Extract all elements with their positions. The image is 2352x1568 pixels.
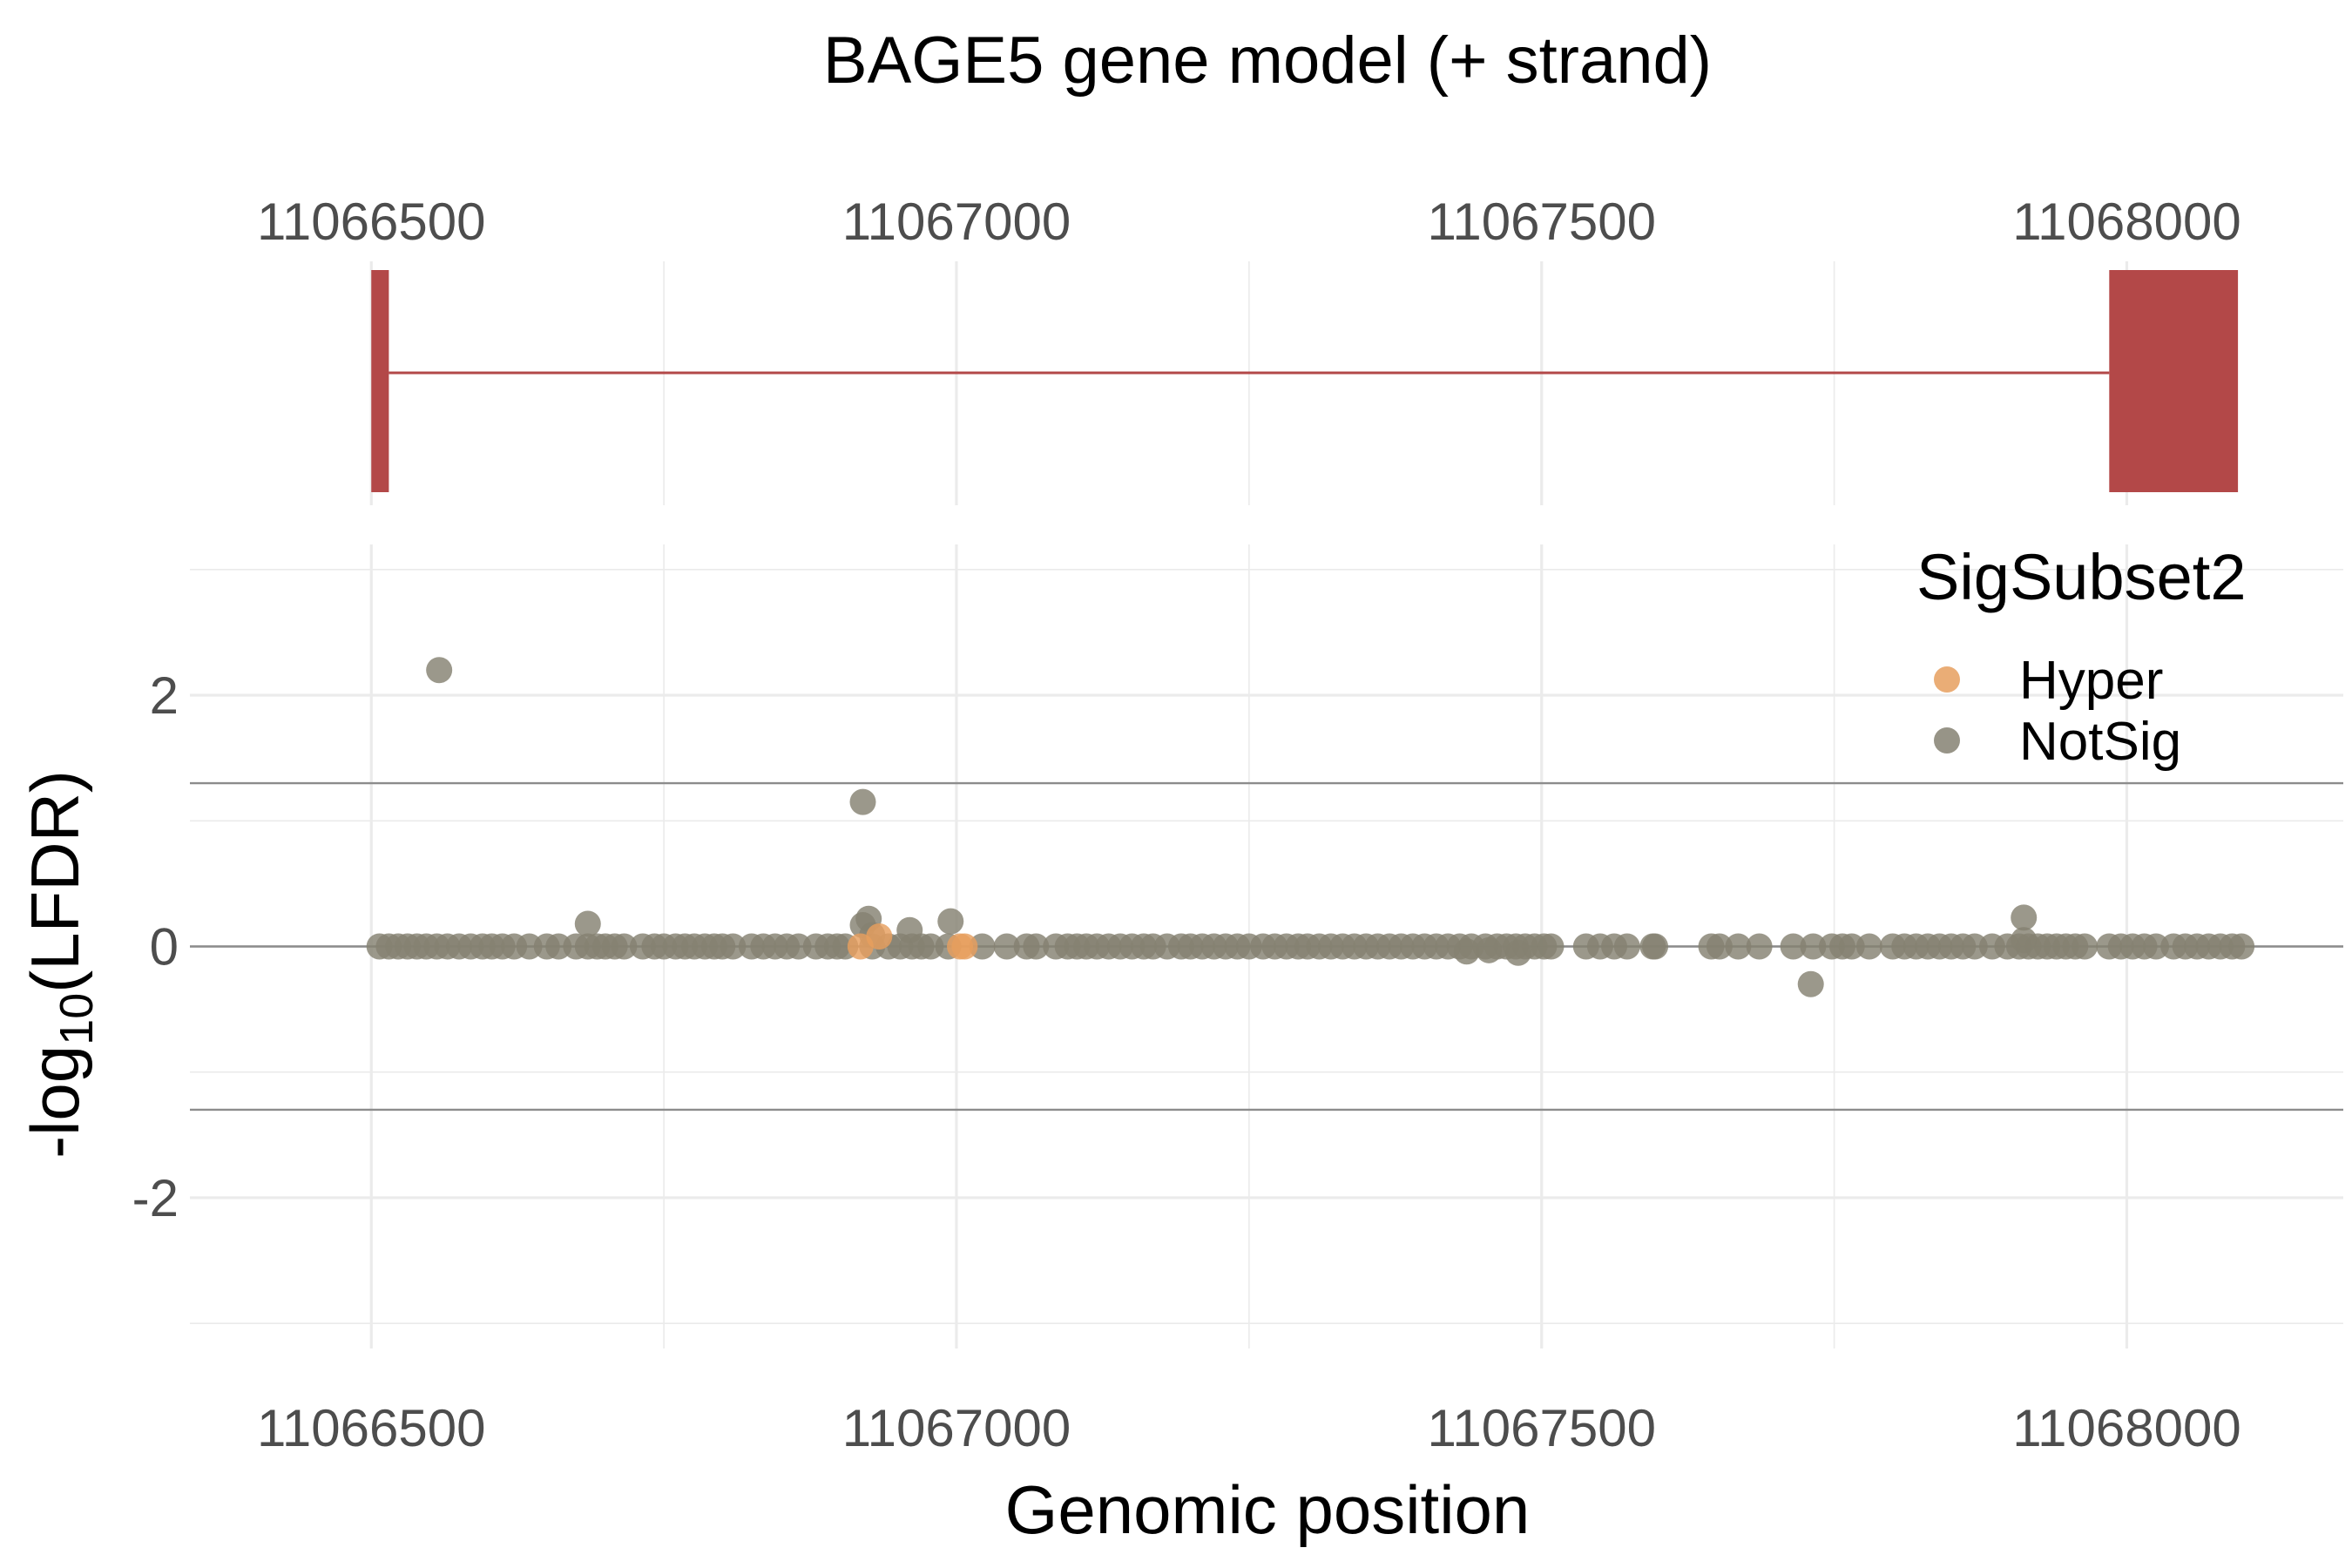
legend-label-hyper: Hyper xyxy=(2019,651,2163,711)
y-axis-title-subscript: 10 xyxy=(51,993,103,1045)
legend-key-notsig xyxy=(1934,727,1960,754)
x-tick-label: 11067000 xyxy=(842,1399,1071,1457)
data-point-notsig xyxy=(1023,933,1050,960)
data-point-notsig xyxy=(611,933,638,960)
data-point-notsig xyxy=(720,933,747,960)
data-point-notsig xyxy=(1453,938,1480,965)
scatter-panel: 2 0 -2 11066500 11067000 11067500 11068000 xyxy=(132,544,2343,1457)
data-point-notsig xyxy=(2011,927,2038,954)
data-point-notsig xyxy=(993,933,1020,960)
data-point-notsig xyxy=(1476,936,1503,963)
data-point-notsig xyxy=(2072,933,2099,960)
x-tick-label: 11066500 xyxy=(257,1399,486,1457)
y-tick-label: -2 xyxy=(132,1169,179,1227)
data-point-notsig xyxy=(2011,904,2038,931)
y-axis-title: -log10(LFDR) xyxy=(17,770,103,1159)
x-tick-label-top: 11067000 xyxy=(842,193,1071,251)
legend-title: SigSubset2 xyxy=(1916,541,2247,613)
data-point-notsig xyxy=(1797,970,1824,997)
data-point-notsig xyxy=(896,916,923,943)
y-tick-label: 2 xyxy=(150,666,179,725)
y-axis-title-prefix: -log xyxy=(17,1045,93,1159)
data-point-notsig xyxy=(2228,933,2255,960)
y-tick-label: 0 xyxy=(150,918,179,977)
data-point-notsig xyxy=(574,910,601,937)
data-point-notsig xyxy=(1538,933,1565,960)
y-axis-title-suffix: (LFDR) xyxy=(17,770,93,993)
data-point-notsig xyxy=(849,788,876,815)
legend-key-hyper xyxy=(1934,666,1960,693)
chart-title: BAGE5 gene model (+ strand) xyxy=(823,24,1712,98)
gene-model xyxy=(371,270,2239,492)
x-axis-title: Genomic position xyxy=(1005,1471,1531,1548)
x-tick-label-top: 11068000 xyxy=(2012,193,2241,251)
gene-panel-grid xyxy=(369,261,2129,505)
data-point-notsig xyxy=(1855,933,1882,960)
data-point-notsig xyxy=(1725,933,1752,960)
data-point-notsig xyxy=(1706,933,1733,960)
x-tick-labels: 11066500 11067000 11067500 11068000 xyxy=(257,1399,2241,1457)
data-point-notsig xyxy=(1746,933,1773,960)
data-point-hyper xyxy=(866,923,893,950)
data-point-notsig xyxy=(426,657,453,684)
exon-block xyxy=(2109,270,2239,492)
x-tick-label: 11068000 xyxy=(2012,1399,2241,1457)
data-point-notsig xyxy=(1800,933,1827,960)
data-point-notsig xyxy=(1504,939,1531,966)
exon-block xyxy=(371,270,389,492)
data-point-notsig xyxy=(937,908,964,935)
gene-panel-x-tick-labels: 11066500 11067000 11067500 11068000 xyxy=(257,193,2241,251)
gene-panel: 11066500 11067000 11067500 11068000 xyxy=(257,193,2241,505)
y-tick-labels: 2 0 -2 xyxy=(132,666,179,1227)
x-tick-label: 11067500 xyxy=(1427,1399,1656,1457)
legend: SigSubset2 Hyper NotSig xyxy=(1916,541,2247,772)
data-point-notsig xyxy=(1613,933,1640,960)
data-point-notsig xyxy=(1780,933,1807,960)
legend-label-notsig: NotSig xyxy=(2019,712,2181,772)
x-tick-label-top: 11067500 xyxy=(1427,193,1656,251)
data-point-hyper xyxy=(951,933,978,960)
x-tick-label-top: 11066500 xyxy=(257,193,486,251)
data-point-notsig xyxy=(1642,933,1669,960)
data-points xyxy=(366,657,2255,997)
